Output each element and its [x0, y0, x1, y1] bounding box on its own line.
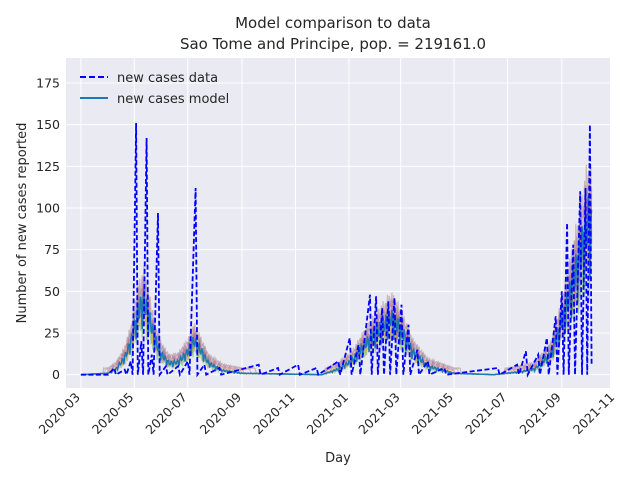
- series-layer: [80, 122, 593, 378]
- x-tick-label: 2020-05: [89, 390, 137, 438]
- data-series-line: [80, 122, 593, 378]
- x-tick-label: 2020-09: [197, 389, 245, 437]
- x-tick-label: 2021-11: [570, 390, 618, 438]
- legend: new cases data new cases model: [80, 71, 229, 107]
- y-tick-label: 25: [44, 326, 60, 341]
- x-axis-label: Day: [325, 451, 351, 466]
- y-tick-label: 100: [36, 201, 60, 216]
- legend-model-label: new cases model: [117, 92, 229, 107]
- x-tick-labels: 2020-03 2020-05 2020-07 2020-09 2020-11 2021-…: [35, 389, 617, 437]
- model-ensemble-line: [80, 180, 593, 376]
- y-tick-label: 150: [36, 117, 60, 132]
- x-tick-label: 2020-07: [142, 390, 190, 438]
- model-series-line: [80, 196, 593, 376]
- x-tick-label: 2020-11: [250, 390, 298, 438]
- x-tick-label: 2021-01: [304, 390, 352, 438]
- x-tick-label: 2021-09: [516, 389, 564, 437]
- x-tick-label: 2021-05: [409, 390, 457, 438]
- y-tick-label: 125: [36, 159, 60, 174]
- y-axis-label: Number of new cases reported: [15, 123, 30, 324]
- chart-title: Model comparison to data: [235, 14, 431, 32]
- legend-data-label: new cases data: [117, 71, 218, 86]
- y-tick-label: 175: [36, 76, 60, 91]
- model-ensemble-line: [80, 197, 593, 376]
- x-tick-label: 2021-03: [355, 390, 403, 438]
- chart-subtitle: Sao Tome and Principe, pop. = 219161.0: [180, 35, 486, 53]
- y-tick-label: 75: [44, 242, 60, 257]
- x-tick-label: 2021-07: [462, 390, 510, 438]
- y-tick-label: 0: [52, 367, 60, 382]
- y-tick-labels: 0 25 50 75 100 125 150 175: [36, 76, 60, 383]
- y-tick-label: 50: [44, 284, 60, 299]
- x-tick-label: 2020-03: [35, 390, 83, 438]
